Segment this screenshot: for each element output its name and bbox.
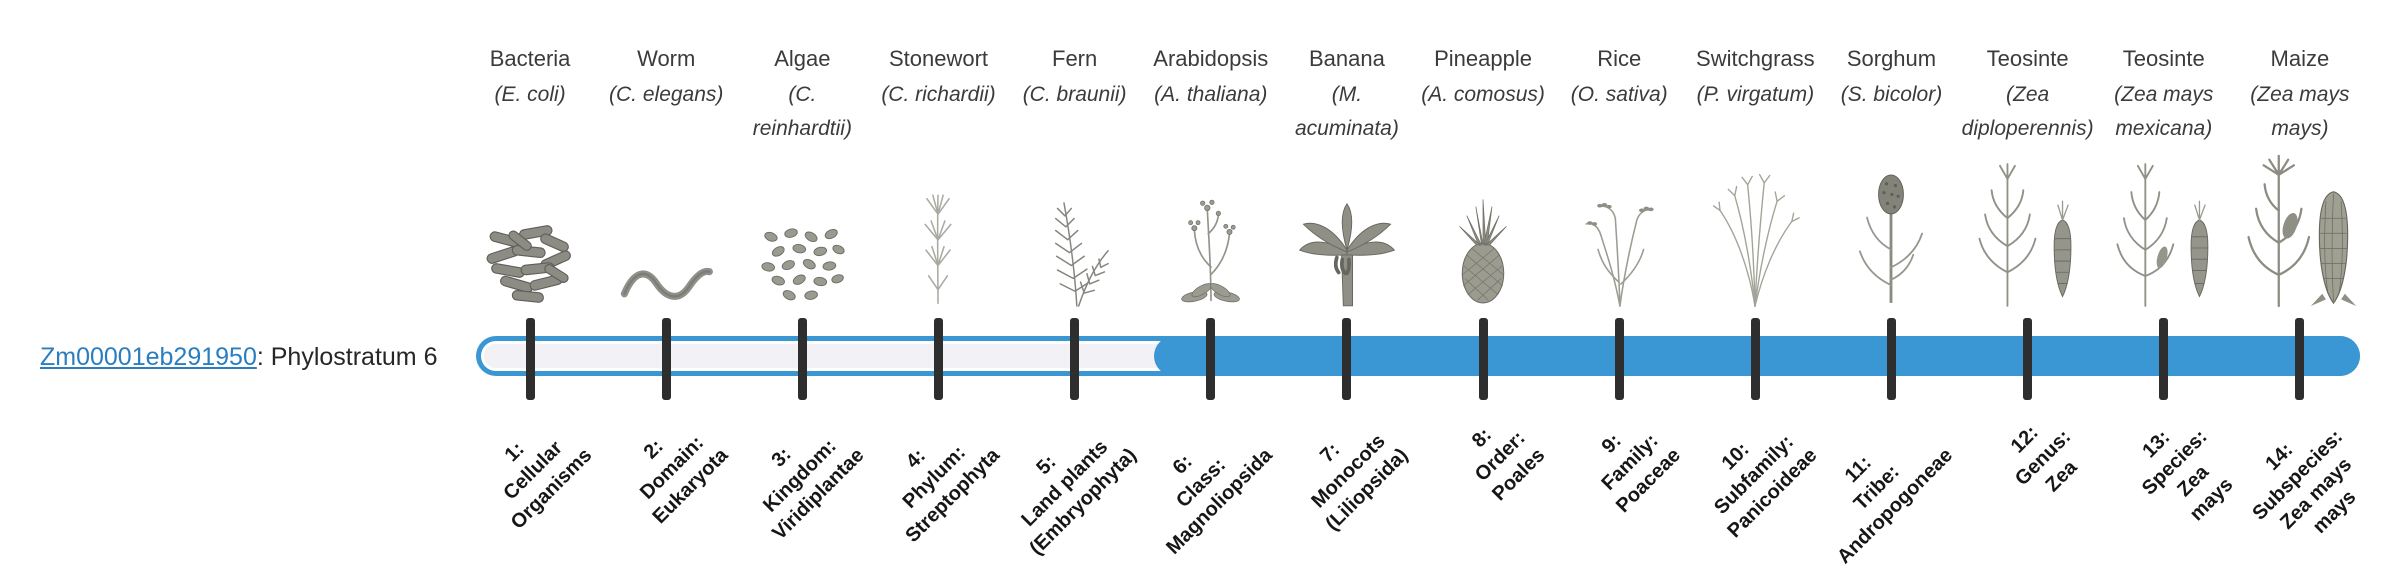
organism-scientific-name: (A. comosus) [1421, 83, 1545, 106]
pineapple-illustration [1415, 158, 1551, 308]
stratum-axis-label: 8: Order: Poales [1467, 423, 1549, 506]
organism-common-name: Pineapple [1434, 46, 1532, 71]
bacteria-illustration [462, 158, 598, 308]
organism-common-name: Worm [637, 46, 696, 71]
worm-illustration [598, 158, 734, 308]
organism-scientific-name: (O. sativa) [1570, 83, 1668, 106]
organism-common-name: Stonewort [888, 46, 989, 71]
stratum-tick [797, 318, 807, 400]
organism-common-name: Teosinte [2122, 46, 2205, 71]
rice-illustration [1551, 158, 1687, 308]
organism-column-2: Worm (C. elegans) 2: Domain: Eukaryota [598, 0, 734, 580]
stratum-axis-label: 6: Class: Magnoliopsida [1161, 444, 1277, 559]
organism-column-4: Stonewort (C. richardii) 4: Phylum: Strept… [870, 0, 1006, 580]
organism-scientific-name: (Zea mays mays) [2250, 83, 2350, 140]
organism-column-6: Arabidopsis (A. thaliana) 6: Class: Magnol… [1143, 0, 1279, 580]
organism-column-1: Bacteria (E. coli) 1: Cellular Organisms [462, 0, 598, 580]
organism-common-name: Fern [1052, 46, 1098, 71]
organism-common-name: Sorghum [1846, 46, 1937, 71]
organism-column-11: Sorghum (S. bicolor) 11: Tribe: Andropogon… [1823, 0, 1959, 580]
stratum-axis-label: 10: Subfamily: Panicoideae [1709, 430, 1822, 543]
organism-scientific-name: (C. reinhardtii) [752, 83, 852, 140]
organism-common-name: Arabidopsis [1153, 46, 1269, 71]
stratum-tick [1070, 318, 1080, 400]
arabidopsis-illustration [1143, 158, 1279, 308]
organism-scientific-name: (Zea diploperennis) [1961, 83, 2094, 140]
organism-column-10: Switchgrass (P. virgatum) 10: Subfamily: P… [1687, 0, 1823, 580]
organism-common-name: Bacteria [489, 46, 571, 71]
teosinte-diploperennis-illustration [1960, 158, 2096, 308]
sorghum-illustration [1823, 158, 1959, 308]
stratum-axis-label: 5: Land plants (Embryophyta) [1016, 436, 1141, 560]
organism-column-7: Banana (M. acuminata) 7: Monocots (Liliops… [1279, 0, 1415, 580]
stratum-tick [525, 318, 535, 400]
organism-column-5: Fern (C. braunii) 5: Land plants (Embryoph… [1007, 0, 1143, 580]
organism-column-8: Pineapple (A. comosus) 8: Order: Poales [1415, 0, 1551, 580]
stratum-tick [2159, 318, 2169, 400]
organism-common-name: Banana [1308, 46, 1385, 71]
stratum-axis-label: 7: Monocots (Liliopsida) [1307, 430, 1413, 536]
organism-column-12: Teosinte (Zea diploperennis) 12: Genus: Ze… [1960, 0, 2096, 580]
stratum-axis-label: 14: Subspecies: Zea mays mays [2248, 425, 2361, 538]
stratum-axis-label: 1: Cellular Organisms [498, 436, 596, 534]
fern-illustration [1007, 158, 1143, 308]
stratum-tick [933, 318, 943, 400]
organism-common-name: Teosinte [1986, 46, 2069, 71]
organism-scientific-name: (P. virgatum) [1696, 83, 1815, 106]
stratum-tick [1206, 318, 1216, 400]
gene-phylostratum-text: : Phylostratum 6 [256, 343, 438, 371]
gene-id-link[interactable]: Zm00001eb291950 [40, 343, 257, 371]
organism-scientific-name: (E. coli) [494, 83, 566, 106]
organism-scientific-name: (C. elegans) [609, 83, 724, 106]
stratum-tick [1750, 318, 1760, 400]
stratum-tick [2023, 318, 2033, 400]
maize-illustration [2232, 154, 2368, 308]
organism-common-name: Rice [1597, 46, 1642, 71]
organism-scientific-name: (A. thaliana) [1154, 83, 1268, 106]
stratum-axis-label: 2: Domain: Eukaryota [635, 431, 732, 529]
stratum-tick [1886, 318, 1896, 400]
organism-scientific-name: (M. acuminata) [1294, 83, 1399, 140]
switchgrass-illustration [1687, 158, 1823, 308]
stratum-axis-label: 12: Genus: Zea [2006, 421, 2082, 497]
stratum-tick [1478, 318, 1488, 400]
algae-illustration [734, 158, 870, 308]
stratum-axis-label: 13: Species: Zea mays [2137, 425, 2237, 526]
organism-column-14: Maize (Zea mays mays) 14: Subspecies: Zea … [2232, 0, 2368, 580]
stratum-tick [661, 318, 671, 400]
stratum-tick [1614, 318, 1624, 400]
stratum-axis-label: 3: Kingdom: Viridiplantae [758, 435, 869, 545]
stratum-axis-label: 4: Phylum: Streptophyta [898, 441, 1005, 547]
gene-label: Zm00001eb291950: Phylostratum 6 [40, 342, 438, 372]
organism-common-name: Algae [774, 46, 831, 71]
stratum-axis-label: 9: Family: Poaceae [1597, 429, 1685, 518]
organism-column-9: Rice (O. sativa) 9: Family: Poaceae [1551, 0, 1687, 580]
organism-common-name: Switchgrass [1696, 46, 1815, 71]
organism-scientific-name: (S. bicolor) [1840, 83, 1943, 106]
organism-scientific-name: (Zea mays mexicana) [2114, 83, 2214, 140]
stonewort-illustration [870, 158, 1006, 308]
phylostrata-chart: Bacteria (E. coli) 1: Cellular Organisms Wo… [462, 0, 2368, 580]
teosinte-mexicana-illustration [2096, 158, 2232, 308]
organism-scientific-name: (C. braunii) [1022, 83, 1127, 106]
organism-column-13: Teosinte (Zea mays mexicana) 13: Species: … [2096, 0, 2237, 580]
organism-common-name: Maize [2270, 46, 2330, 71]
organism-column-3: Algae (C. reinhardtii) 3: Kingdom: Viridip… [734, 0, 870, 580]
stratum-tick [1342, 318, 1352, 400]
stratum-tick [2295, 318, 2305, 400]
organism-columns: Bacteria (E. coli) 1: Cellular Organisms Wo… [462, 0, 2368, 580]
organism-scientific-name: (C. richardii) [881, 83, 996, 106]
banana-illustration [1279, 158, 1415, 308]
